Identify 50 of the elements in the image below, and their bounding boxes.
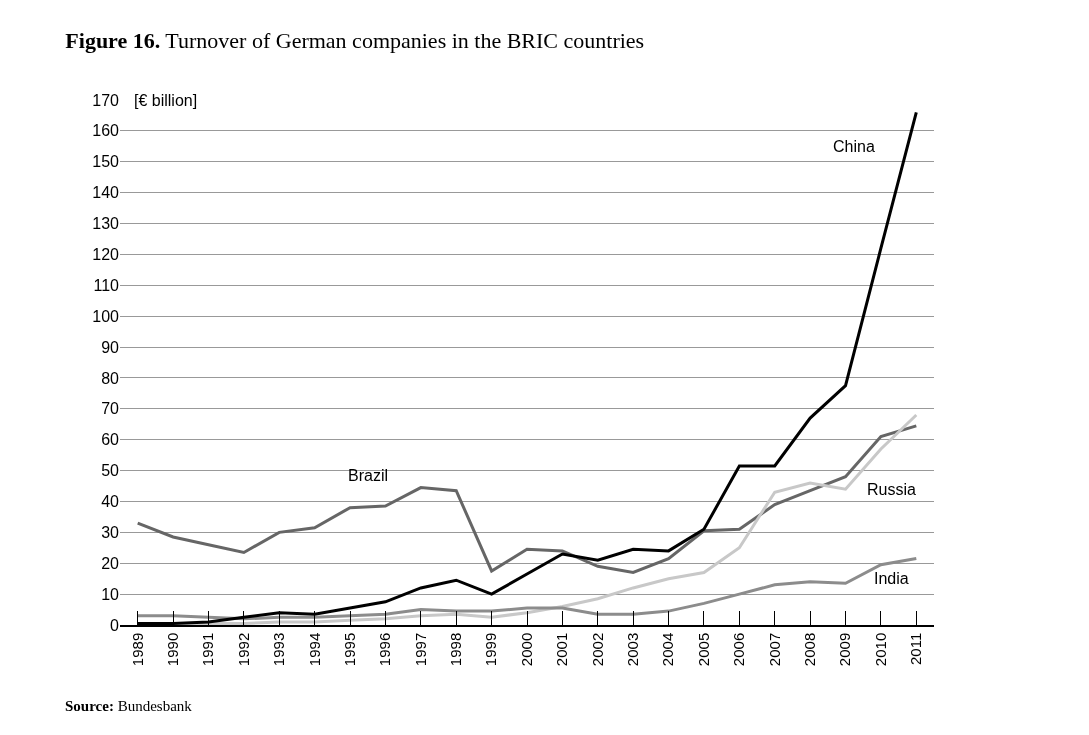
x-tick-label: 1999 [482,632,500,667]
x-tick-label: 1989 [128,632,146,667]
y-tick-label: 130 [92,215,120,233]
y-tick-label: 150 [92,153,120,171]
x-tick-label: 2005 [694,632,712,667]
x-tick-label: 1998 [447,632,465,667]
x-tick-label: 1991 [199,632,217,667]
x-tick-label: 1992 [234,632,252,667]
x-tick-label: 2011 [907,632,925,666]
y-tick-label: 60 [101,431,120,449]
y-tick-label: 100 [92,307,120,325]
y-tick-label: 50 [101,462,120,480]
x-tick-label: 2008 [801,632,819,667]
x-tick-label: 2000 [517,632,535,667]
x-tick-label: 2009 [836,632,854,667]
x-tick-label: 2007 [765,632,783,667]
y-tick-label: 0 [110,616,120,634]
series-label: India [874,570,909,587]
y-tick-label: 10 [101,585,120,603]
x-tick-label: 2003 [624,632,642,667]
y-tick-label: 20 [101,554,120,572]
y-tick-label: 170 [92,91,120,109]
x-tick-label: 1996 [376,632,394,667]
y-tick-label: 30 [101,523,120,541]
source-note: Source: Bundesbank [65,698,193,714]
y-tick-label: 160 [92,122,120,140]
series-label: Russia [867,481,917,498]
y-tick-label: 120 [92,246,120,264]
x-tick-label: 1995 [340,632,358,667]
series-label: Brazil [348,467,389,484]
line-series [136,557,918,621]
y-tick-label: 90 [101,338,120,356]
x-tick-label: 2001 [553,632,571,667]
x-tick-label: 2004 [659,632,677,667]
x-tick-label: 2002 [588,632,606,667]
y-tick-label: 40 [101,493,120,511]
y-tick-label: 110 [93,276,120,294]
y-tick-label: 140 [92,184,120,202]
x-tick-label: 2010 [871,632,889,667]
y-tick-label: 80 [101,369,120,387]
x-tick-label: 1993 [270,632,288,667]
x-tick-label: 1990 [163,632,181,667]
x-tick-label: 1994 [305,632,323,667]
line-series [136,424,918,574]
series-label: China [833,138,875,155]
x-tick-label: 1997 [411,632,429,667]
y-tick-label: 70 [101,400,120,418]
x-tick-label: 2006 [730,632,748,667]
y-axis-title: [€ billion] [134,92,198,109]
chart-title: Figure 16. Turnover of German companies in the BRIC countries [65,28,645,54]
